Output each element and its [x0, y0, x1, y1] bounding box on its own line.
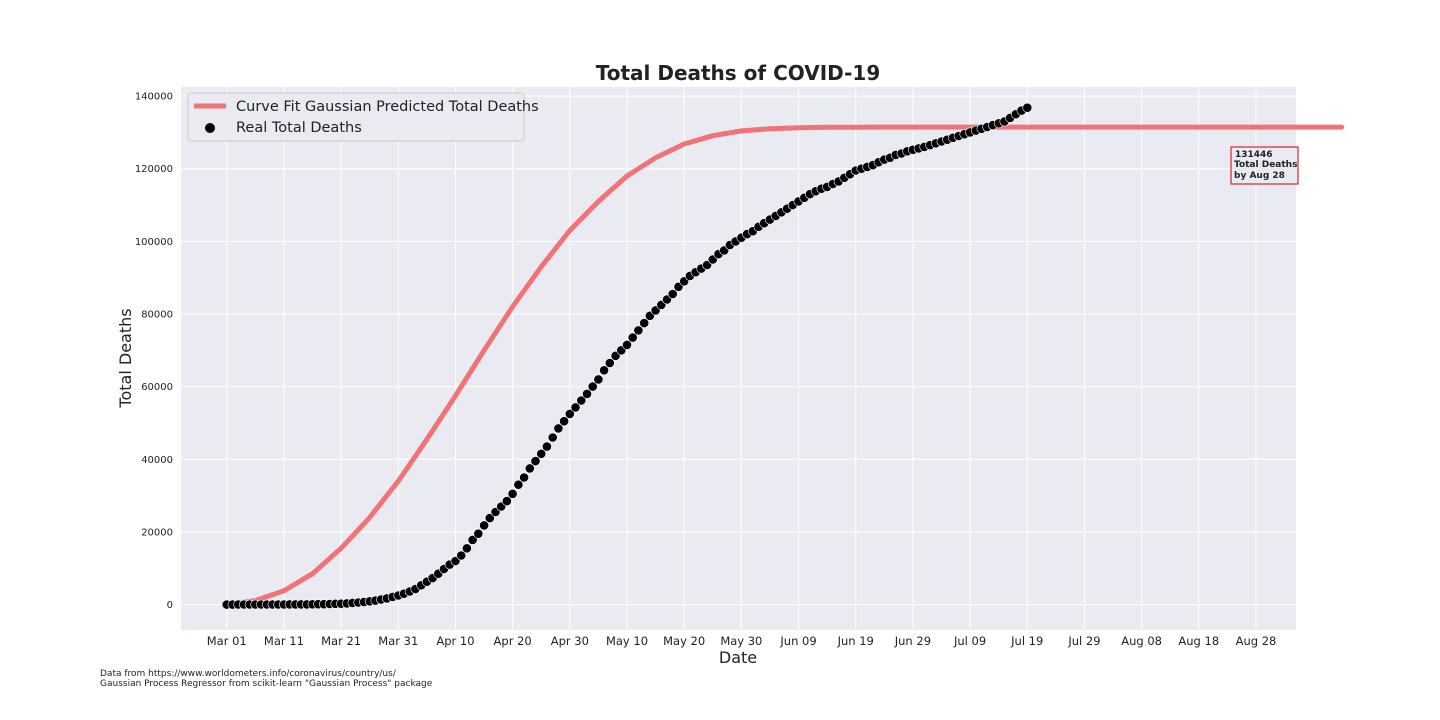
annotation-box: [1230, 146, 1299, 185]
y-tick-label: 120000: [135, 164, 173, 175]
x-tick-label: Apr 20: [494, 634, 532, 648]
y-axis-label: Total Deaths: [116, 308, 135, 408]
data-point: [467, 535, 478, 545]
predicted-line: [224, 124, 1345, 608]
data-point: [553, 423, 564, 434]
data-point: [582, 388, 592, 399]
data-point: [622, 339, 632, 350]
data-point: [524, 463, 535, 474]
data-point: [570, 402, 581, 413]
data-point: [536, 448, 547, 459]
legend-label-predicted: Curve Fit Gaussian Predicted Total Death…: [236, 99, 539, 115]
real-series: [221, 102, 1033, 610]
data-point: [542, 441, 552, 452]
data-point: [627, 332, 638, 343]
data-point: [507, 488, 518, 499]
data-point: [513, 479, 524, 490]
data-point: [456, 550, 467, 561]
annotation: 131446 Total Deaths by Aug 28: [1230, 146, 1299, 185]
data-point: [461, 543, 472, 554]
y-tick-label: 100000: [135, 237, 173, 248]
y-axis-ticks: 0 20000 40000 60000 80000 100000 120000 140000: [135, 92, 173, 611]
y-tick-label: 140000: [135, 92, 173, 103]
x-tick-label: Jul 19: [1010, 634, 1043, 648]
legend-box: [187, 92, 525, 142]
x-axis-label: Date: [719, 648, 757, 667]
data-point: [599, 365, 609, 376]
x-tick-label: Jun 19: [837, 634, 874, 648]
data-point: [479, 520, 489, 531]
legend-label-real: Real Total Deaths: [236, 120, 362, 136]
x-axis-ticks: Mar 01 Mar 11 Mar 21 Mar 31 Apr 10 Apr 20 Apr …: [207, 634, 1277, 648]
data-point: [587, 381, 598, 392]
data-point: [530, 456, 541, 466]
data-point: [576, 395, 587, 406]
data-point: [667, 289, 678, 299]
data-point: [559, 416, 569, 427]
data-point: [633, 325, 644, 336]
predicted-series: [224, 124, 1345, 608]
footnote-data-source: Data from https://www.worldometers.info/…: [100, 669, 396, 679]
x-tick-label: Aug 08: [1121, 634, 1162, 648]
footnote-method: Gaussian Process Regressor from scikit-l…: [100, 679, 433, 689]
x-tick-label: May 30: [720, 634, 762, 648]
x-tick-label: Aug 18: [1178, 634, 1219, 648]
x-tick-label: Jun 09: [779, 634, 816, 648]
x-tick-label: Mar 11: [264, 634, 304, 648]
annotation-label: Total Deaths: [1234, 160, 1297, 170]
x-tick-label: May 20: [663, 634, 705, 648]
legend-dot-swatch: [205, 123, 215, 133]
annotation-date: by Aug 28: [1234, 171, 1285, 181]
data-point: [639, 318, 650, 328]
annotation-value: 131446: [1235, 150, 1273, 160]
x-tick-label: Apr 10: [436, 634, 474, 648]
x-tick-label: Jul 09: [953, 634, 986, 648]
y-tick-label: 60000: [141, 382, 173, 393]
data-point: [473, 528, 484, 539]
x-tick-label: Apr 30: [551, 634, 589, 648]
x-tick-label: Aug 28: [1236, 634, 1277, 648]
chart-title: Total Deaths of COVID-19: [596, 61, 881, 85]
x-tick-label: Mar 01: [207, 634, 247, 648]
data-point: [501, 496, 512, 506]
data-point: [547, 432, 558, 443]
x-tick-label: Mar 31: [378, 634, 418, 648]
y-tick-label: 40000: [141, 455, 173, 466]
data-point: [484, 513, 495, 523]
plot-area: [181, 87, 1296, 630]
data-point: [604, 358, 615, 368]
y-tick-label: 0: [167, 600, 173, 611]
data-point: [519, 472, 529, 483]
y-tick-label: 20000: [141, 527, 173, 538]
x-tick-label: May 10: [606, 634, 648, 648]
data-point: [564, 408, 575, 419]
x-tick-label: Jul 29: [1067, 634, 1100, 648]
data-point: [593, 374, 604, 385]
x-tick-label: Mar 21: [321, 634, 361, 648]
y-tick-label: 80000: [141, 310, 173, 321]
data-point: [1022, 102, 1033, 113]
legend: Curve Fit Gaussian Predicted Total Death…: [187, 92, 539, 142]
x-tick-label: Jun 29: [894, 634, 931, 648]
